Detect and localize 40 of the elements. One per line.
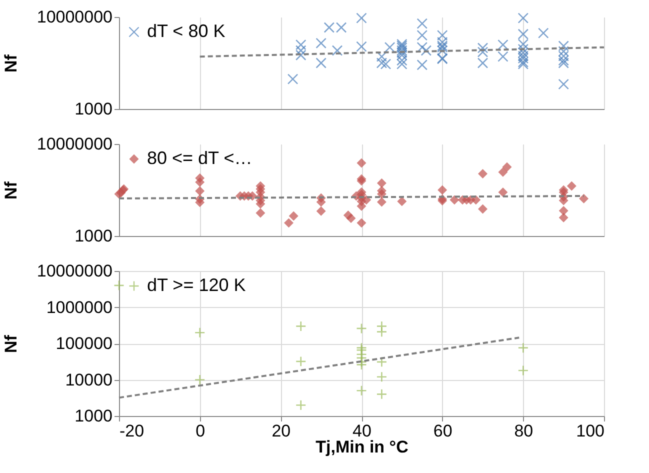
point (316, 38, 326, 49)
point (336, 22, 347, 33)
y-tick-label: 1000 (74, 406, 112, 426)
point (356, 41, 367, 52)
x-tick-label: 20 (272, 422, 291, 440)
x-tick-label: 60 (433, 422, 452, 440)
y-tick-label: 1000 (74, 226, 112, 246)
y-tick-label: 100000 (56, 334, 112, 353)
point (538, 28, 549, 38)
y-tick-label: 10000000 (36, 134, 112, 154)
x-tick-label: 0 (196, 422, 206, 440)
point (384, 42, 396, 53)
point (287, 74, 298, 84)
y-axis-title: Nf (2, 54, 20, 72)
y-tick-label: 10000 (65, 370, 112, 390)
x-tick-label: 80 (514, 422, 534, 440)
point (420, 45, 432, 56)
y-tick-label: 1000 (74, 100, 112, 118)
point (416, 59, 428, 70)
y-tick-label: 10000000 (36, 262, 112, 280)
point (518, 12, 529, 24)
point (558, 78, 569, 90)
y-tick-label: 10000000 (36, 8, 112, 26)
point (380, 58, 392, 70)
x-axis-title: Tj,Min in °C (316, 438, 408, 456)
legend-label: dT >= 120 K (147, 275, 246, 295)
x-tick-label: -20 (120, 422, 144, 440)
y-axis-title: Nf (2, 181, 20, 200)
y-axis-title: Nf (2, 334, 20, 353)
y-tick-label: 1000000 (46, 298, 112, 317)
legend-label: 80 <= dT <… (147, 148, 252, 168)
x-tick-label: 40 (352, 422, 372, 440)
legend-label: dT < 80 K (147, 21, 226, 41)
point (477, 42, 488, 54)
x-tick-label: 100 (576, 422, 604, 440)
point (324, 22, 335, 33)
point (316, 58, 326, 68)
point (356, 12, 367, 24)
point (295, 45, 306, 56)
point (332, 45, 343, 56)
